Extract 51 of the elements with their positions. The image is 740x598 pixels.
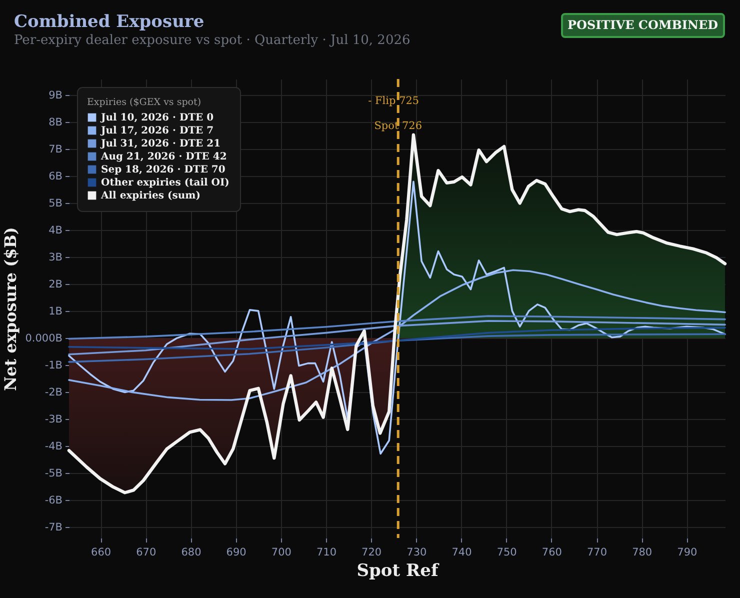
line-series bbox=[68, 315, 726, 340]
ref-line-label: Spot 726 bbox=[374, 120, 422, 132]
y-tick-label: 0.000B bbox=[25, 332, 62, 345]
y-tick-label: 4B bbox=[48, 224, 62, 237]
x-tick-label: 690 bbox=[226, 546, 246, 558]
y-tick-label: -2B bbox=[44, 386, 62, 399]
legend-label: Jul 10, 2026 · DTE 0 bbox=[100, 112, 214, 124]
legend-label: Sep 18, 2026 · DTE 70 bbox=[101, 164, 226, 176]
y-tick-label: 9B bbox=[48, 90, 62, 102]
y-tick-label: 7B bbox=[48, 144, 62, 156]
legend-title: Expiries ($GEX vs spot) bbox=[87, 97, 202, 108]
y-tick-label: -3B bbox=[44, 414, 62, 426]
x-tick-label: 790 bbox=[677, 546, 698, 558]
x-tick-label: 720 bbox=[362, 546, 382, 558]
legend-label: Aug 21, 2026 · DTE 42 bbox=[100, 152, 227, 162]
line-series bbox=[68, 333, 726, 363]
x-tick-label: 710 bbox=[316, 546, 337, 558]
x-tick-label: 750 bbox=[496, 546, 517, 558]
y-tick-label: 2B bbox=[48, 278, 62, 291]
y-tick-label: 8B bbox=[48, 116, 62, 129]
y-tick-label: -4B bbox=[44, 440, 62, 453]
y-axis-title: Net exposure ($B) bbox=[1, 227, 20, 391]
chart-title: Combined Exposure bbox=[14, 12, 204, 32]
x-tick-label: 660 bbox=[91, 546, 112, 558]
text: POSITIVE COMBINED bbox=[560, 13, 725, 38]
y-tick-label: -5B bbox=[44, 468, 62, 480]
x-tick-label: 740 bbox=[452, 546, 472, 558]
chart-subtitle: Per-expiry dealer exposure vs spot · Quarterly · Jul 10, 2026 bbox=[14, 32, 410, 48]
x-axis-title: Spot Ref bbox=[356, 561, 440, 581]
annotation: - Flip 725 bbox=[368, 95, 420, 107]
legend-label: Other expiries (tail OI) bbox=[101, 178, 230, 188]
y-tick-label: -1B bbox=[44, 360, 62, 372]
legend-label: Jul 31, 2026 · DTE 21 bbox=[100, 138, 221, 150]
x-tick-label: 770 bbox=[586, 546, 608, 558]
x-tick-label: 780 bbox=[632, 546, 652, 558]
legend-label: All expiries (sum) bbox=[100, 190, 200, 202]
x-tick-label: 670 bbox=[136, 546, 156, 558]
x-tick-label: 760 bbox=[542, 546, 562, 558]
legend-label: Jul 17, 2026 · DTE 7 bbox=[100, 126, 214, 136]
line-series bbox=[68, 320, 726, 356]
x-tick-label: 680 bbox=[181, 546, 202, 558]
y-tick-label: 3B bbox=[48, 252, 62, 264]
y-tick-label: -7B bbox=[44, 522, 62, 534]
x-tick-label: 730 bbox=[406, 546, 427, 558]
y-tick-label: -6B bbox=[44, 494, 62, 507]
y-tick-label: 6B bbox=[48, 170, 62, 183]
line-series bbox=[68, 269, 726, 401]
line-series bbox=[68, 326, 726, 350]
y-tick-label: 1B bbox=[48, 306, 62, 318]
x-tick-label: 700 bbox=[271, 546, 292, 558]
y-tick-label: 5B bbox=[48, 198, 62, 210]
